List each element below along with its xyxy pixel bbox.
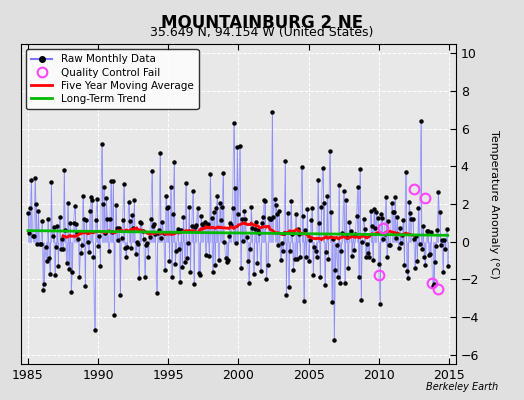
- Text: MOUNTAINBURG 2 NE: MOUNTAINBURG 2 NE: [161, 14, 363, 32]
- Legend: Raw Monthly Data, Quality Control Fail, Five Year Moving Average, Long-Term Tren: Raw Monthly Data, Quality Control Fail, …: [26, 49, 199, 109]
- Text: 35.649 N, 94.154 W (United States): 35.649 N, 94.154 W (United States): [150, 26, 374, 39]
- Text: Berkeley Earth: Berkeley Earth: [425, 382, 498, 392]
- Y-axis label: Temperature Anomaly (°C): Temperature Anomaly (°C): [488, 130, 498, 278]
